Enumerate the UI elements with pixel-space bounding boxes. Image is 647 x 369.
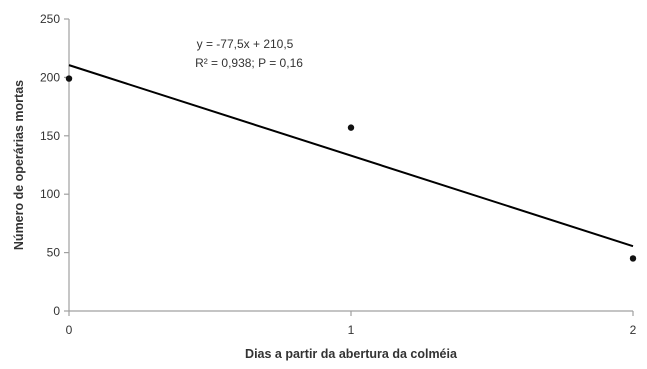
x-tick-label: 1 bbox=[348, 323, 355, 337]
data-points bbox=[65, 75, 637, 262]
y-axis-ticks: 0 50 100 150 200 250 bbox=[40, 12, 69, 318]
axes bbox=[68, 19, 633, 312]
x-axis-title: Dias a partir da abertura da colméia bbox=[245, 347, 458, 361]
stats-annotation: R² = 0,938; P = 0,16 bbox=[195, 56, 303, 70]
y-tick-label: 100 bbox=[40, 187, 60, 201]
y-tick-label: 0 bbox=[53, 304, 60, 318]
y-tick-label: 200 bbox=[40, 70, 60, 84]
x-tick-label: 2 bbox=[630, 323, 637, 337]
data-point bbox=[629, 255, 637, 262]
trendline-group bbox=[68, 64, 634, 248]
x-tick-label: 0 bbox=[66, 323, 73, 337]
equation-annotation: y = -77,5x + 210,5 bbox=[197, 37, 294, 51]
x-axis-ticks: 0 1 2 bbox=[66, 311, 637, 337]
y-tick-label: 250 bbox=[40, 12, 60, 26]
y-tick-label: 150 bbox=[40, 129, 60, 143]
trendline bbox=[68, 64, 634, 248]
data-point bbox=[65, 75, 73, 82]
y-axis-title: Número de operárias mortas bbox=[12, 80, 26, 250]
data-point bbox=[347, 124, 355, 131]
y-tick-label: 50 bbox=[47, 246, 61, 260]
